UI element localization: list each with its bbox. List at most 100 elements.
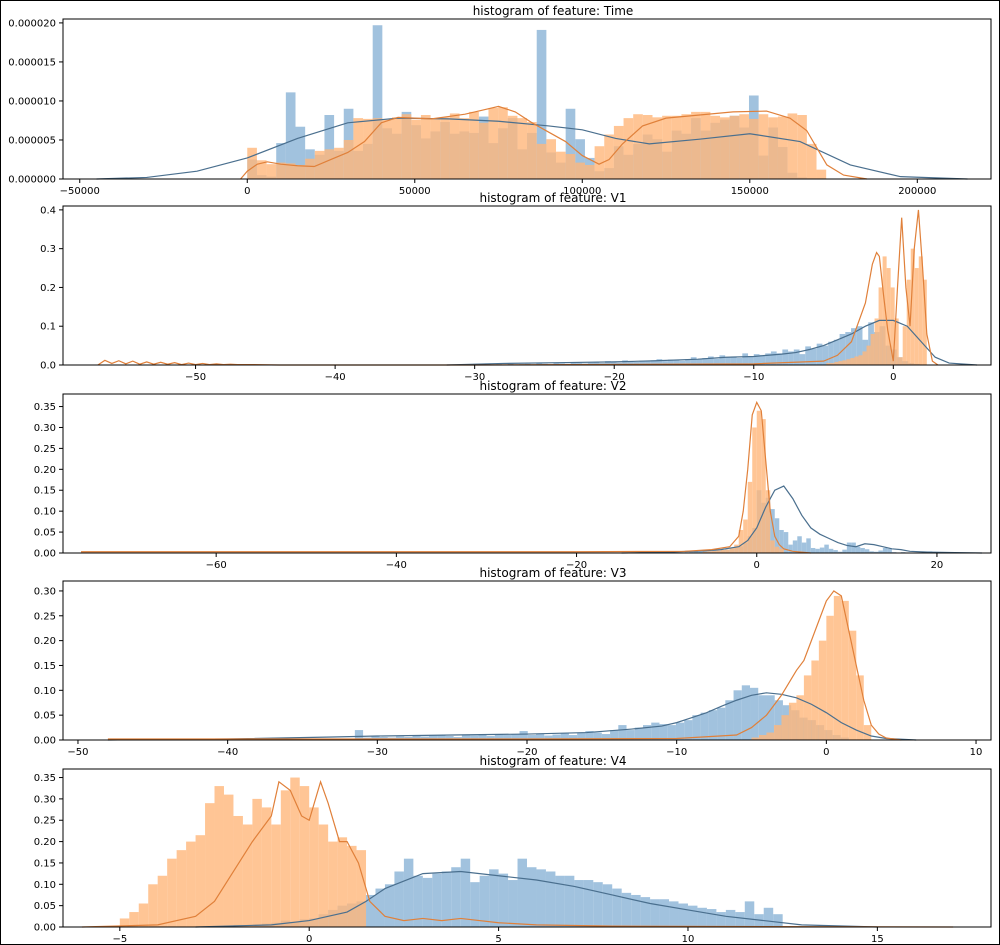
bar-series-a [470, 882, 480, 927]
x-tick-label: 200000 [898, 186, 936, 197]
bar-series-b [906, 279, 911, 365]
bar-series-b [734, 544, 739, 553]
bar-series-b [233, 815, 243, 927]
bar-series-b [710, 115, 721, 179]
bar-series-b [796, 695, 804, 740]
x-tick-label: −5 [112, 934, 127, 944]
bar-series-b [806, 143, 817, 179]
bar-series-b [186, 841, 196, 927]
bar-series-a [708, 710, 718, 740]
y-tick-label: 0.05 [34, 528, 56, 539]
bar-series-a [461, 735, 471, 740]
bar-series-a [774, 700, 783, 740]
y-tick-label: 0.10 [34, 686, 56, 697]
y-tick-label: 0.000005 [8, 135, 56, 146]
bar-series-b [838, 361, 843, 365]
bar-series-a [766, 695, 775, 740]
x-tick-label: −40 [386, 560, 407, 571]
bar-series-a [634, 727, 643, 740]
bar-series-a [593, 361, 600, 365]
bar-series-b [854, 356, 859, 365]
bar-series-a [627, 361, 634, 365]
bar-series-a [717, 707, 726, 740]
bar-series-b [295, 164, 306, 179]
bar-series-a [656, 359, 663, 365]
bar-series-a [324, 115, 335, 179]
bar-series-b [914, 268, 919, 365]
bar-series-a [725, 357, 731, 365]
bar-series-a [869, 551, 874, 553]
bar-series-a [422, 877, 433, 927]
bar-series-b [691, 111, 701, 179]
y-tick-label: 0.2 [40, 283, 56, 294]
bar-series-a [276, 143, 286, 179]
bar-series-a [797, 536, 802, 553]
bar-series-b [774, 546, 780, 553]
bar-series-b [507, 115, 518, 179]
y-tick-label: 0.30 [34, 794, 56, 805]
bar-series-a [536, 869, 546, 927]
bar-series-b [758, 114, 769, 179]
x-tick-label: 5 [495, 934, 501, 944]
bar-series-a [413, 875, 423, 927]
x-tick-label: −50 [67, 747, 88, 758]
bar-series-a [412, 736, 421, 740]
bar-series-b [910, 248, 915, 365]
bar-series-a [759, 354, 766, 365]
bar-series-a [593, 882, 603, 927]
bar-series-a [384, 884, 395, 927]
bar-series-a [763, 907, 774, 927]
bar-series-a [716, 912, 726, 927]
bar-series-a [878, 550, 883, 553]
bar-series-b [894, 318, 899, 365]
bar-series-a [839, 333, 846, 365]
bar-series-a [527, 735, 536, 740]
panel-title: histogram of feature: V2 [479, 379, 626, 393]
bar-series-b [176, 850, 187, 927]
y-tick-label: 0.15 [34, 486, 56, 497]
bar-series-b [527, 122, 537, 179]
bar-series-b [874, 318, 879, 365]
bar-series-b [391, 117, 402, 179]
bar-series-b [214, 786, 224, 927]
bar-series-a [725, 700, 734, 740]
bar-series-b [768, 117, 778, 179]
y-tick-label: 0.05 [34, 711, 56, 722]
bar-series-a [700, 712, 709, 740]
bar-series-a [574, 880, 584, 927]
kde-line-b [97, 209, 939, 366]
bar-series-a [545, 871, 556, 927]
bar-series-b [759, 735, 767, 740]
bar-series-a [486, 736, 495, 740]
bar-series-b [498, 107, 508, 179]
bar-series-a [508, 880, 518, 927]
y-tick-label: 0.05 [34, 901, 56, 912]
bar-series-b [372, 118, 383, 179]
bar-series-a [645, 361, 651, 365]
panel-4: −50 −40 −30 −20 −10 0 10 0.00 0.05 0.10 0.15 0.20 0.… [34, 566, 992, 758]
y-tick-label: 0.30 [34, 423, 56, 434]
bar-series-a [585, 731, 594, 740]
bar-series-a [765, 353, 771, 365]
bar-series-a [626, 730, 635, 740]
bar-series-a [735, 912, 745, 927]
bar-series-b [604, 134, 614, 179]
bar-series-b [205, 803, 215, 927]
bar-series-a [673, 360, 680, 365]
bar-series-b [318, 824, 329, 927]
bar-series-a [633, 361, 640, 365]
bar-series-b [256, 160, 267, 179]
bar-series-b [842, 360, 847, 365]
bar-series-b [517, 118, 528, 179]
bar-series-a [420, 736, 429, 740]
bar-series-b [787, 113, 798, 179]
bar-series-a [855, 546, 861, 553]
bar-series-a [842, 549, 847, 553]
bar-series-a [354, 730, 364, 740]
bar-series-a [643, 725, 652, 740]
bar-series-a [725, 909, 736, 927]
y-tick-label: 0.25 [34, 444, 56, 455]
bar-series-a [882, 547, 888, 553]
bar-series-a [689, 551, 694, 553]
bar-series-b [756, 410, 762, 553]
